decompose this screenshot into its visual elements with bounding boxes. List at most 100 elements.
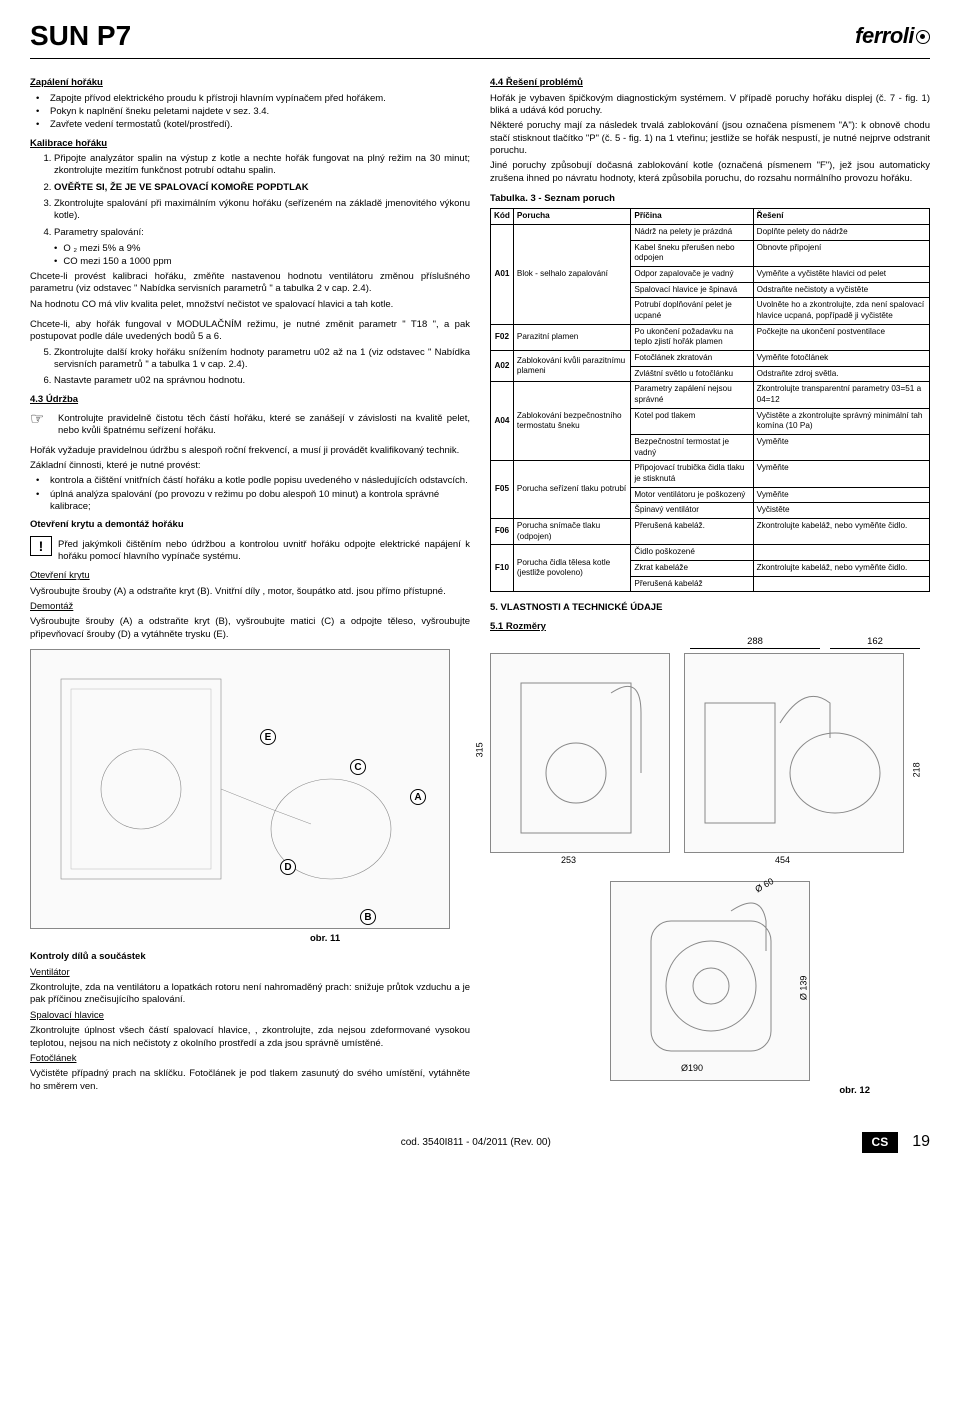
list-item: OVĚŘTE SI, ŽE JE VE SPALOVACÍ KOMOŘE POP… xyxy=(54,182,470,194)
fig12-label: obr. 12 xyxy=(490,1085,870,1097)
cell-cause: Špinavý ventilátor xyxy=(631,503,753,519)
boiler-exploded-svg xyxy=(31,649,449,929)
list-item: Zkontrolujte další kroky hořáku snížením… xyxy=(54,347,470,372)
cell-fault: Porucha seřízení tlaku potrubí xyxy=(513,461,630,519)
callout-b: B xyxy=(360,909,376,925)
cell-fault: Parazitní plamen xyxy=(513,324,630,350)
list-item: Pokyn k naplnění šneku peletami najdete … xyxy=(42,106,470,118)
cell-cause: Kabel šneku přerušen nebo odpojen xyxy=(631,240,753,266)
udrzba-list: kontrola a čištění vnitřních částí hořák… xyxy=(30,475,470,513)
footer-lang: CS xyxy=(862,1132,899,1154)
paragraph: Hořák je vybaven špičkovým diagnostickým… xyxy=(490,93,930,118)
side-view-svg: 218 454 xyxy=(684,653,904,853)
paragraph: Zkontrolujte, zda na ventilátoru a lopat… xyxy=(30,982,470,1007)
table-row: A04Zablokování bezpečnostního termostatu… xyxy=(491,382,930,408)
faults-table: Kód Porucha Příčina Řešení A01Blok - sel… xyxy=(490,208,930,592)
list-item: Zavřete vedení termostatů (kotel/prostře… xyxy=(42,119,470,131)
paragraph: Vyšroubujte šrouby (A) a odstraňte kryt … xyxy=(30,586,470,598)
list-item: Nastavte parametr u02 na správnou hodnot… xyxy=(54,375,470,387)
list-item: O ₂ mezi 5% a 9% xyxy=(54,243,470,255)
footer-code: cod. 3540I811 - 04/2011 (Rev. 00) xyxy=(90,1136,862,1149)
list-item: Zkontrolujte spalování při maximálním vý… xyxy=(54,198,470,223)
paragraph: Na hodnotu CO má vliv kvalita pelet, mno… xyxy=(30,299,470,311)
paragraph: Vyčistěte případný prach na sklíčku. Fot… xyxy=(30,1068,470,1093)
cell-fault: Zablokování kvůli parazitnímu plameni xyxy=(513,351,630,382)
subheading: Demontáž xyxy=(30,601,470,613)
cell-code: A02 xyxy=(491,351,514,382)
cell-cause: Potrubí doplňování pelet je ucpané xyxy=(631,298,753,324)
cell-solution: Vyměňte fotočlánek xyxy=(753,351,929,367)
dim-d139: Ø 139 xyxy=(799,976,811,1001)
callout-a: A xyxy=(410,789,426,805)
paragraph: Zkontrolujte úplnost všech částí spalova… xyxy=(30,1025,470,1050)
zapaleni-list: Zapojte přívod elektrického proudu k pří… xyxy=(30,93,470,132)
sec-rozmery: 5.1 Rozměry xyxy=(490,621,930,633)
cell-code: A04 xyxy=(491,382,514,461)
cell-code: A01 xyxy=(491,225,514,325)
cell-solution: Zkontrolujte kabeláž, nebo vyměňte čidlo… xyxy=(753,518,929,544)
dim-d190: Ø190 xyxy=(681,1063,703,1075)
cell-cause: Nádrž na pelety je prázdná xyxy=(631,225,753,241)
dim-315: 315 xyxy=(475,743,487,758)
callout-c: C xyxy=(350,759,366,775)
table-row: F06Porucha snímače tlaku (odpojen)Přeruš… xyxy=(491,518,930,544)
cell-solution: Vyčistěte xyxy=(753,503,929,519)
cell-fault: Porucha snímače tlaku (odpojen) xyxy=(513,518,630,544)
table-row: F10Porucha čidla tělesa kotle (jestliže … xyxy=(491,545,930,561)
list-item: Připojte analyzátor spalin na výstup z k… xyxy=(54,153,470,178)
table-header-row: Kód Porucha Příčina Řešení xyxy=(491,209,930,225)
cell-solution: Obnovte připojení xyxy=(753,240,929,266)
cell-cause: Odpor zapalovače je vadný xyxy=(631,267,753,283)
cell-solution xyxy=(753,545,929,561)
cell-solution: Vyměňte xyxy=(753,487,929,503)
sec-zapaleni: Zapálení hořáku xyxy=(30,77,470,89)
cell-cause: Fotočlánek zkratován xyxy=(631,351,753,367)
paragraph: Kontrolujte pravidelně čistotu těch část… xyxy=(58,413,470,438)
kalibrace-steps-56: Zkontrolujte další kroky hořáku snížením… xyxy=(30,347,470,388)
dim-218: 218 xyxy=(912,763,924,778)
table-title: Tabulka. 3 - Seznam poruch xyxy=(490,193,930,205)
dimension-drawings: 288 162 315 253 218 454 xyxy=(490,636,930,1098)
paragraph: Hořák vyžaduje pravidelnou údržbu s ales… xyxy=(30,445,470,457)
paragraph: Základní činnosti, které je nutné provés… xyxy=(30,460,470,472)
paragraph: Chcete-li, aby hořák fungoval v MODULAČN… xyxy=(30,319,470,344)
dim-162: 162 xyxy=(830,636,920,649)
paragraph: Před jakýmkoli čištěním nebo údržbou a k… xyxy=(58,539,470,564)
cell-cause: Zkrat kabeláže xyxy=(631,560,753,576)
cell-cause: Přerušená kabeláž xyxy=(631,576,753,592)
cell-solution: Vyměňte a vyčistěte hlavici od pelet xyxy=(753,267,929,283)
brand-logo: ferroli xyxy=(855,22,930,51)
subheading: Fotočlánek xyxy=(30,1053,470,1065)
subheading: Spalovací hlavice xyxy=(30,1010,470,1022)
callout-d: D xyxy=(280,859,296,875)
cell-cause: Po ukončení požadavku na teplo zjistí ho… xyxy=(631,324,753,350)
warning-box: ! Před jakýmkoli čištěním nebo údržbou a… xyxy=(30,536,470,567)
cell-fault: Porucha čidla tělesa kotle (jestliže pov… xyxy=(513,545,630,592)
cell-cause: Kotel pod tlakem xyxy=(631,408,753,434)
exploded-diagram: E C A D B xyxy=(30,649,470,929)
cell-solution: Uvolněte ho a zkontrolujte, zda není spa… xyxy=(753,298,929,324)
list-item: Parametry spalování: xyxy=(54,227,470,239)
list-item: úplná analýza spalování (po provozu v re… xyxy=(42,489,470,514)
sec-vlastnosti: 5. VLASTNOSTI A TECHNICKÉ ÚDAJE xyxy=(490,602,930,614)
warning-icon: ! xyxy=(30,536,52,556)
left-column: Zapálení hořáku Zapojte přívod elektrick… xyxy=(30,71,470,1101)
th-fault: Porucha xyxy=(513,209,630,225)
hand-note: ☞ Kontrolujte pravidelně čistotu těch čá… xyxy=(30,410,470,441)
kalibrace-steps: Připojte analyzátor spalin na výstup z k… xyxy=(30,153,470,239)
cell-cause: Spalovací hlavice je špinavá xyxy=(631,282,753,298)
sec-kalibrace: Kalibrace hořáku xyxy=(30,138,470,150)
table-row: A02Zablokování kvůli parazitnímu plameni… xyxy=(491,351,930,367)
params-sublist: O ₂ mezi 5% a 9% CO mezi 150 a 1000 ppm xyxy=(30,243,470,268)
fig11-label: obr. 11 xyxy=(310,933,470,945)
table-row: F05Porucha seřízení tlaku potrubíPřipojo… xyxy=(491,461,930,487)
cell-cause: Parametry zapálení nejsou správné xyxy=(631,382,753,408)
main-columns: Zapálení hořáku Zapojte přívod elektrick… xyxy=(30,71,930,1101)
right-column: 4.4 Řešení problémů Hořák je vybaven špi… xyxy=(490,71,930,1101)
cell-cause: Motor ventilátoru je poškozený xyxy=(631,487,753,503)
cell-fault: Blok - selhalo zapalování xyxy=(513,225,630,325)
dim-288: 288 xyxy=(690,636,820,649)
th-code: Kód xyxy=(491,209,514,225)
subheading: Otevření krytu xyxy=(30,570,470,582)
product-title: SUN P7 xyxy=(30,18,131,54)
